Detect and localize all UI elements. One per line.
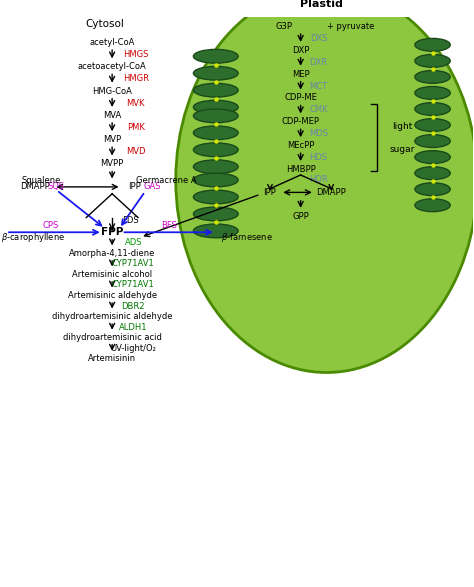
Text: MEP: MEP xyxy=(292,70,310,79)
Ellipse shape xyxy=(415,199,450,212)
Text: MVK: MVK xyxy=(127,99,145,108)
Ellipse shape xyxy=(193,109,238,123)
Text: CYP71AV1: CYP71AV1 xyxy=(112,259,155,268)
Text: Squalene: Squalene xyxy=(22,176,61,184)
Text: DMAPP: DMAPP xyxy=(316,188,346,197)
Ellipse shape xyxy=(193,190,238,204)
Text: Cytosol: Cytosol xyxy=(86,19,125,29)
Text: MVA: MVA xyxy=(103,111,121,120)
Text: Germacrene A: Germacrene A xyxy=(136,176,197,184)
Text: BFS: BFS xyxy=(161,221,177,230)
Text: MDS: MDS xyxy=(309,129,328,138)
Text: acetyl-CoA: acetyl-CoA xyxy=(90,38,135,47)
Ellipse shape xyxy=(193,224,238,238)
Ellipse shape xyxy=(193,49,238,63)
Text: HDS: HDS xyxy=(310,153,328,162)
Ellipse shape xyxy=(193,207,238,221)
Text: CDP-ME: CDP-ME xyxy=(284,93,317,103)
Text: dihydroartemisinic aldehyde: dihydroartemisinic aldehyde xyxy=(52,312,173,321)
Ellipse shape xyxy=(415,134,450,147)
Text: acetoacetyl-CoA: acetoacetyl-CoA xyxy=(78,62,146,71)
Ellipse shape xyxy=(193,160,238,174)
Text: GAS: GAS xyxy=(144,182,161,191)
Text: MVP: MVP xyxy=(103,135,121,144)
Text: HMG-CoA: HMG-CoA xyxy=(92,87,132,96)
Text: light: light xyxy=(392,122,412,131)
Ellipse shape xyxy=(415,86,450,99)
Text: + pyruvate: + pyruvate xyxy=(327,22,374,31)
Text: $\beta$-farnesene: $\beta$-farnesene xyxy=(220,231,273,244)
Text: DXR: DXR xyxy=(310,58,328,67)
Text: Artemisinic alcohol: Artemisinic alcohol xyxy=(72,270,152,279)
Ellipse shape xyxy=(193,173,238,187)
Text: GPP: GPP xyxy=(292,212,309,221)
Ellipse shape xyxy=(193,83,238,97)
Ellipse shape xyxy=(415,119,450,131)
Text: sugar: sugar xyxy=(389,144,415,154)
Text: MVPP: MVPP xyxy=(100,160,124,168)
Ellipse shape xyxy=(415,38,450,51)
Text: IPP: IPP xyxy=(264,188,276,197)
Text: PMK: PMK xyxy=(127,123,145,132)
Text: ADS: ADS xyxy=(125,238,142,247)
Text: HMBPP: HMBPP xyxy=(286,165,316,174)
Ellipse shape xyxy=(193,126,238,140)
Text: $\beta$-carophyllene: $\beta$-carophyllene xyxy=(1,231,65,244)
Ellipse shape xyxy=(415,183,450,195)
Ellipse shape xyxy=(415,55,450,68)
Ellipse shape xyxy=(415,151,450,164)
Text: IPP: IPP xyxy=(128,183,141,191)
Text: CDP-MEP: CDP-MEP xyxy=(282,117,319,126)
Text: MEcPP: MEcPP xyxy=(287,141,314,150)
Text: dihydroartemisinic acid: dihydroartemisinic acid xyxy=(63,333,162,342)
Ellipse shape xyxy=(415,167,450,180)
Ellipse shape xyxy=(193,66,238,80)
Text: Plastid: Plastid xyxy=(301,0,343,9)
Ellipse shape xyxy=(193,143,238,157)
Text: FDS: FDS xyxy=(122,216,138,225)
Text: CYP71AV1: CYP71AV1 xyxy=(112,281,155,289)
Text: DMAPP: DMAPP xyxy=(20,183,50,191)
Text: Artemisinin: Artemisinin xyxy=(88,355,136,363)
Text: DBR2: DBR2 xyxy=(122,302,145,311)
Text: Artemisinic aldehyde: Artemisinic aldehyde xyxy=(68,291,157,300)
Text: CMK: CMK xyxy=(309,106,328,114)
Ellipse shape xyxy=(193,100,238,114)
Text: FPP: FPP xyxy=(101,227,123,237)
Text: DXS: DXS xyxy=(310,34,327,43)
Text: HMGR: HMGR xyxy=(123,75,149,83)
Text: HDR: HDR xyxy=(309,175,328,184)
Ellipse shape xyxy=(415,70,450,83)
Text: Amorpha-4,11-diene: Amorpha-4,11-diene xyxy=(69,249,155,258)
Text: HMGS: HMGS xyxy=(123,50,148,59)
Ellipse shape xyxy=(176,0,474,373)
Text: MCT: MCT xyxy=(310,82,328,90)
Text: CPS: CPS xyxy=(43,221,59,230)
Text: DXP: DXP xyxy=(292,46,310,55)
Text: ALDH1: ALDH1 xyxy=(119,323,147,332)
Text: G3P: G3P xyxy=(275,22,292,31)
Ellipse shape xyxy=(415,103,450,116)
Text: SQS: SQS xyxy=(47,182,64,191)
Text: UV-light/O₂: UV-light/O₂ xyxy=(110,344,156,353)
Text: MVD: MVD xyxy=(126,147,146,156)
